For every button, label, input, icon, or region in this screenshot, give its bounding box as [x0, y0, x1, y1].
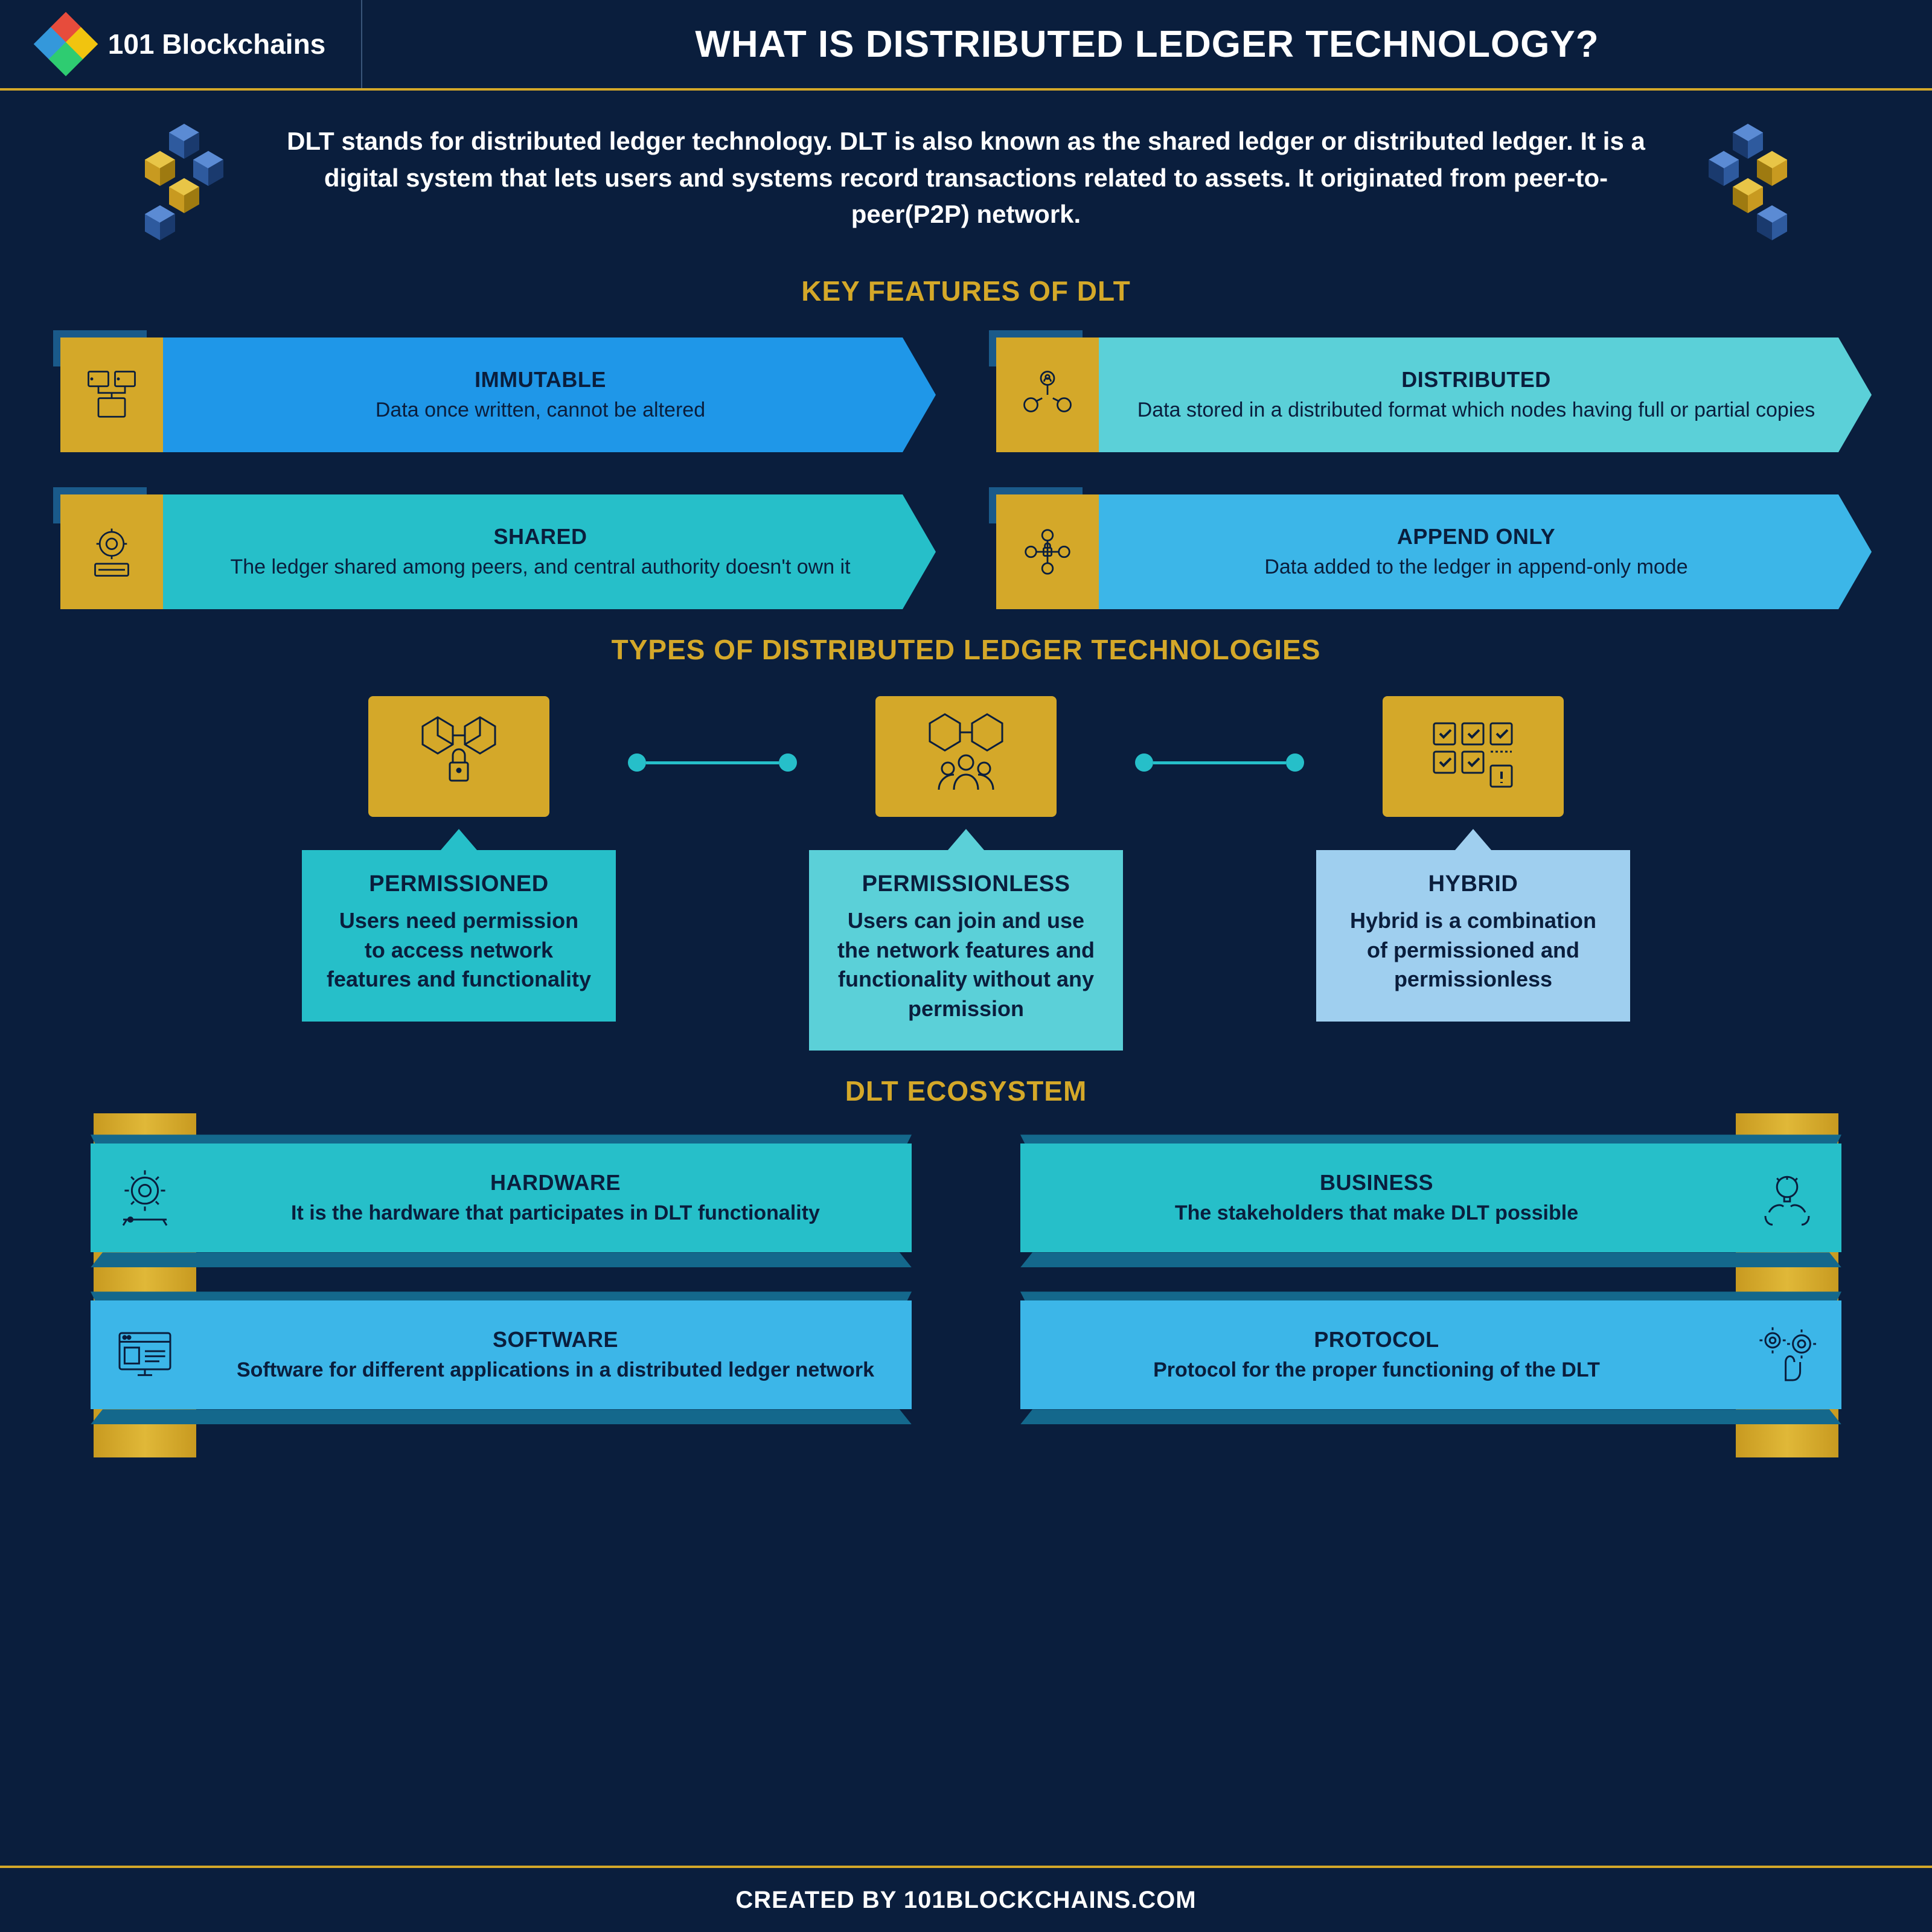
share-ledger-icon: [60, 494, 163, 609]
hardware-gear-icon: [91, 1144, 199, 1252]
footer-credit: CREATED BY 101BLOCKCHAINS.COM: [0, 1866, 1932, 1932]
type-desc: Users can join and use the network featu…: [833, 906, 1099, 1023]
type-permissionless: PERMISSIONLESS Users can join and use th…: [797, 696, 1135, 1051]
feature-desc: Data once written, cannot be altered: [376, 397, 705, 423]
type-permissioned: PERMISSIONED Users need permission to ac…: [290, 696, 628, 1022]
feature-title: DISTRIBUTED: [1401, 367, 1551, 392]
features-heading: KEY FEATURES OF DLT: [0, 275, 1932, 307]
touch-gears-icon: [1733, 1300, 1841, 1409]
type-hybrid: HYBRID Hybrid is a combination of permis…: [1304, 696, 1642, 1022]
eco-desc: The stakeholders that make DLT possible: [1044, 1200, 1709, 1226]
eco-desc: Protocol for the proper functioning of t…: [1044, 1357, 1709, 1383]
eco-desc: It is the hardware that participates in …: [223, 1200, 888, 1226]
type-title: HYBRID: [1340, 871, 1606, 897]
ecosystem-heading: DLT ECOSYSTEM: [0, 1075, 1932, 1107]
intro-paragraph: DLT stands for distributed ledger techno…: [242, 123, 1690, 234]
features-grid: IMMUTABLE Data once written, cannot be a…: [0, 337, 1932, 609]
logo: 101 Blockchains: [0, 0, 362, 88]
hands-bulb-icon: [1733, 1144, 1841, 1252]
feature-desc: Data stored in a distributed format whic…: [1137, 397, 1815, 423]
feature-desc: The ledger shared among peers, and centr…: [230, 554, 850, 580]
type-desc: Hybrid is a combination of permissioned …: [1340, 906, 1606, 994]
feature-title: SHARED: [493, 524, 587, 549]
append-lock-icon: [996, 494, 1099, 609]
logo-cubes-icon: [36, 14, 96, 74]
type-title: PERMISSIONED: [326, 871, 592, 897]
intro-section: DLT stands for distributed ledger techno…: [0, 91, 1932, 251]
eco-title: BUSINESS: [1044, 1170, 1709, 1195]
eco-title: HARDWARE: [223, 1170, 888, 1195]
eco-title: PROTOCOL: [1044, 1327, 1709, 1352]
header-bar: 101 Blockchains WHAT IS DISTRIBUTED LEDG…: [0, 0, 1932, 91]
decorative-cubes-right-icon: [1690, 118, 1799, 238]
dashboard-icon: [91, 1300, 199, 1409]
open-group-icon: [875, 696, 1057, 817]
feature-title: APPEND ONLY: [1397, 524, 1555, 549]
types-heading: TYPES OF DISTRIBUTED LEDGER TECHNOLOGIES: [0, 633, 1932, 666]
connector-icon: [1135, 753, 1304, 772]
servers-icon: [60, 337, 163, 452]
feature-distributed: DISTRIBUTED Data stored in a distributed…: [996, 337, 1872, 452]
connector-icon: [628, 753, 797, 772]
eco-hardware: HARDWARE It is the hardware that partici…: [91, 1144, 912, 1264]
feature-shared: SHARED The ledger shared among peers, an…: [60, 494, 936, 609]
feature-desc: Data added to the ledger in append-only …: [1264, 554, 1687, 580]
eco-protocol: PROTOCOL Protocol for the proper functio…: [1020, 1300, 1841, 1421]
type-desc: Users need permission to access network …: [326, 906, 592, 994]
feature-title: IMMUTABLE: [475, 367, 606, 392]
eco-software: SOFTWARE Software for different applicat…: [91, 1300, 912, 1421]
feature-append-only: APPEND ONLY Data added to the ledger in …: [996, 494, 1872, 609]
grid-mixed-icon: [1383, 696, 1564, 817]
feature-immutable: IMMUTABLE Data once written, cannot be a…: [60, 337, 936, 452]
ecosystem-grid: HARDWARE It is the hardware that partici…: [0, 1137, 1932, 1421]
locked-blocks-icon: [368, 696, 549, 817]
type-title: PERMISSIONLESS: [833, 871, 1099, 897]
network-nodes-icon: [996, 337, 1099, 452]
page-title: WHAT IS DISTRIBUTED LEDGER TECHNOLOGY?: [362, 23, 1932, 66]
eco-business: BUSINESS The stakeholders that make DLT …: [1020, 1144, 1841, 1264]
decorative-cubes-left-icon: [133, 118, 242, 238]
types-row: PERMISSIONED Users need permission to ac…: [0, 696, 1932, 1051]
logo-text: 101 Blockchains: [108, 28, 326, 60]
eco-desc: Software for different applications in a…: [223, 1357, 888, 1383]
eco-title: SOFTWARE: [223, 1327, 888, 1352]
